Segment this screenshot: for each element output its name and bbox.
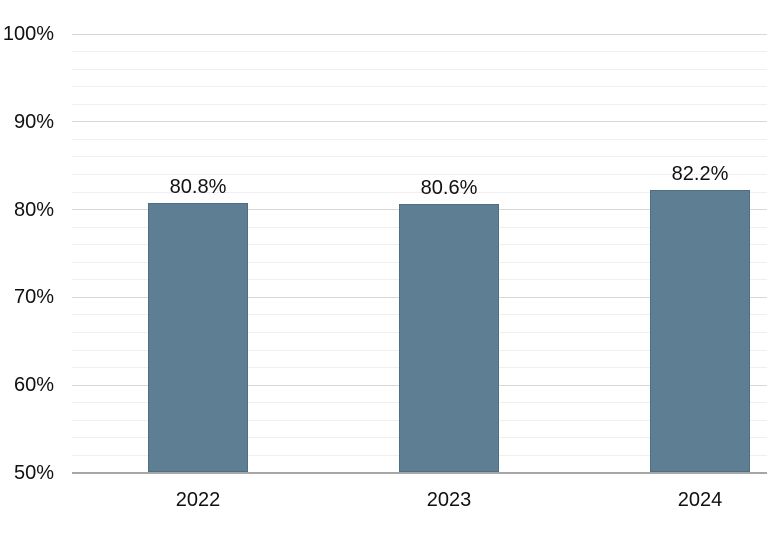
y-tick-label: 90% <box>13 110 54 133</box>
gridline-minor <box>72 86 767 88</box>
y-tick-label: 100% <box>2 23 54 45</box>
bar-value-label: 82.2% <box>671 163 729 186</box>
y-tick-label: 70% <box>13 286 54 309</box>
bar-2022 <box>148 202 248 472</box>
gridline-minor <box>72 156 767 158</box>
y-tick-label: 50% <box>13 462 54 484</box>
x-tick-label: 2023 <box>426 489 472 511</box>
gridline-major <box>72 33 767 35</box>
x-axis-line <box>72 472 767 474</box>
x-tick-label: 2022 <box>175 489 221 511</box>
x-tick-label: 2024 <box>677 489 723 511</box>
bar-value-label: 80.8% <box>169 175 227 198</box>
gridline-minor <box>72 103 767 105</box>
gridline-major <box>72 121 767 123</box>
bar-2023 <box>399 204 499 472</box>
gridline-minor <box>72 138 767 140</box>
y-tick-label: 80% <box>13 198 54 221</box>
gridline-minor <box>72 68 767 70</box>
y-tick-label: 60% <box>13 374 54 397</box>
bar-value-label: 80.6% <box>420 177 478 200</box>
gridline-minor <box>72 51 767 53</box>
bar-2024 <box>650 190 750 472</box>
